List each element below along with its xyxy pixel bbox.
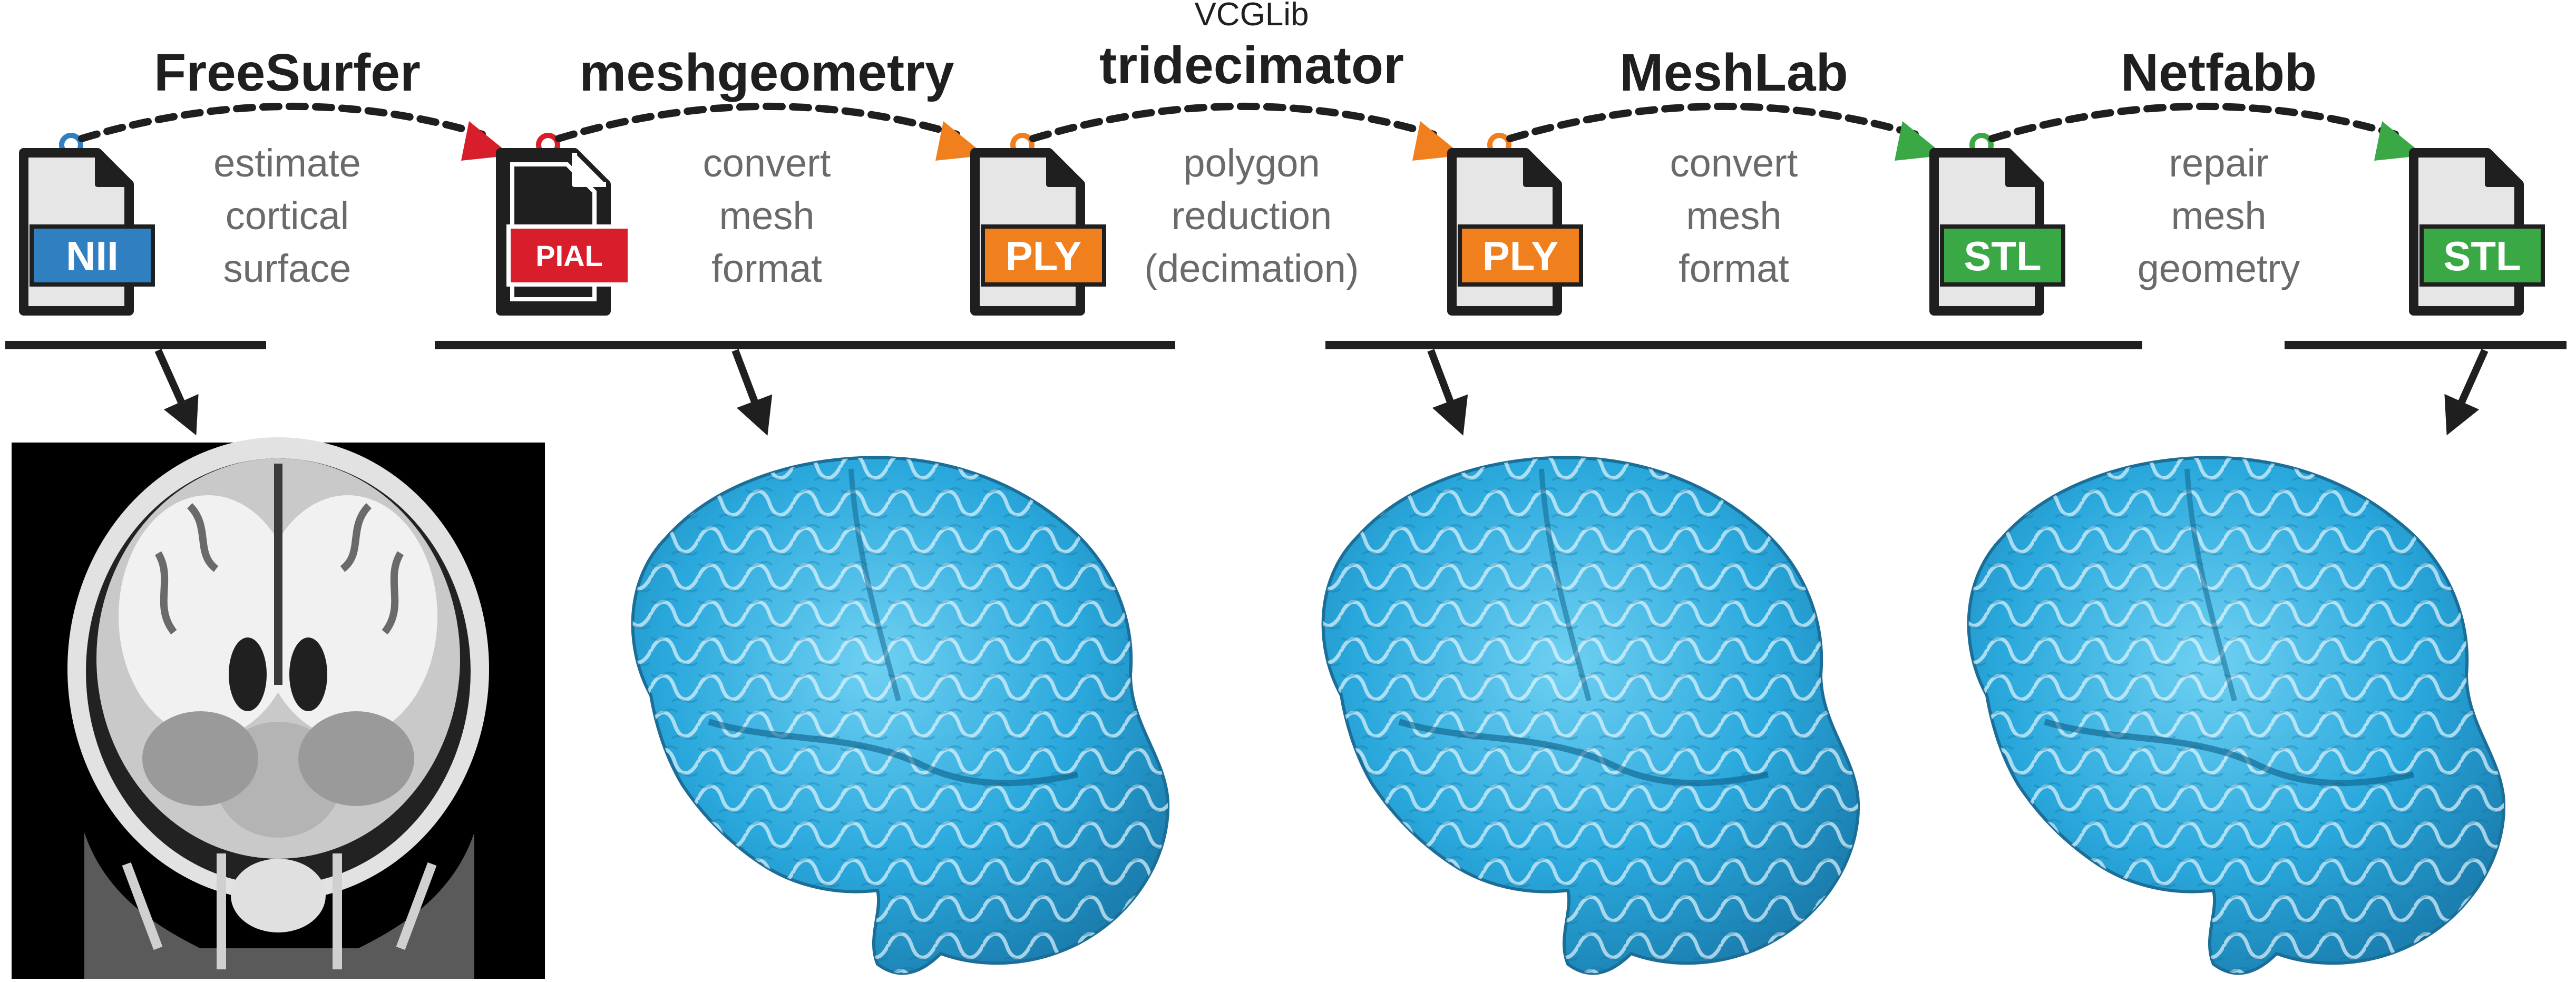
tool-name: tridecimator <box>1099 36 1404 95</box>
file-icons: NII PIAL PLY PLY STL STL <box>19 148 2545 316</box>
step-4: MeshLab convert mesh format <box>1619 43 1848 290</box>
file-icon-ply: PLY <box>970 148 1106 316</box>
step-description-line: (decimation) <box>1144 247 1359 290</box>
file-format-label: PLY <box>1482 233 1559 279</box>
step-description-line: convert <box>1670 141 1798 185</box>
tool-name: MeshLab <box>1619 43 1848 102</box>
tool-name: FreeSurfer <box>154 43 421 102</box>
tool-name: meshgeometry <box>579 43 954 102</box>
file-format-label: PIAL <box>535 239 603 272</box>
step-description-line: polygon <box>1183 141 1320 185</box>
group-bracket-4 <box>2285 341 2567 436</box>
step-description-line: mesh <box>2171 194 2267 238</box>
step-description-line: convert <box>703 141 831 185</box>
step-description-line: geometry <box>2138 247 2300 290</box>
step-description-line: cortical <box>226 194 349 238</box>
step-description-line: mesh <box>1686 194 1782 238</box>
group-bracket-3 <box>1325 341 2142 436</box>
step-2: meshgeometry convert mesh format <box>579 43 954 290</box>
step-5: Netfabb repair mesh geometry <box>2121 43 2317 290</box>
tool-library-label: VCGLib <box>1194 0 1309 33</box>
file-format-label: NII <box>66 233 119 279</box>
group-bracket-1 <box>5 341 266 436</box>
file-icon-pial: PIAL <box>496 148 632 316</box>
file-icon-ply: PLY <box>1447 148 1583 316</box>
file-format-label: PLY <box>1006 233 1082 279</box>
group-bracket-2 <box>435 341 1175 436</box>
down-arrow-icon <box>163 394 199 436</box>
step-description-line: surface <box>223 247 352 290</box>
brain-meshes <box>631 456 2506 975</box>
step-1: FreeSurfer estimate cortical surface <box>154 43 421 290</box>
file-format-label: STL <box>2443 233 2521 279</box>
tool-name: Netfabb <box>2121 43 2317 102</box>
file-icon-stl: STL <box>1929 148 2065 316</box>
down-arrow-icon <box>2444 394 2480 436</box>
group-brackets <box>5 341 2567 436</box>
file-format-label: STL <box>1964 233 2041 279</box>
brain-mesh-icon <box>631 456 1170 975</box>
mri-coronal-slice-icon <box>12 437 545 979</box>
file-icon-stl: STL <box>2409 148 2545 316</box>
brain-mesh-icon <box>1967 456 2506 975</box>
step-description-line: repair <box>2169 141 2268 185</box>
step-description-line: estimate <box>213 141 361 185</box>
step-description-line: reduction <box>1172 194 1332 238</box>
step-labels: FreeSurferestimatecorticalsurfacemeshgeo… <box>154 0 2317 290</box>
down-arrow-icon <box>1432 394 1468 436</box>
down-arrow-icon <box>736 394 773 436</box>
step-description-line: mesh <box>719 194 815 238</box>
brain-mesh-icon <box>1321 456 1860 975</box>
step-description-line: format <box>1679 247 1789 290</box>
step-description-line: format <box>711 247 822 290</box>
file-icon-nii: NII <box>19 148 155 316</box>
